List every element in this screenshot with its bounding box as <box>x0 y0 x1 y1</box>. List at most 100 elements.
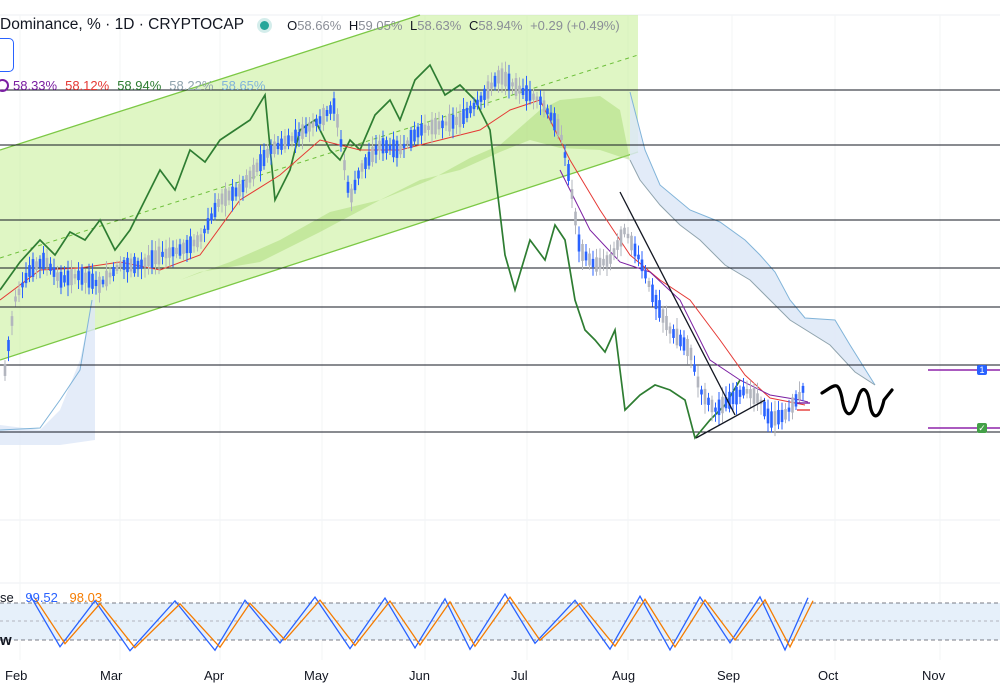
candle <box>220 193 224 205</box>
candle <box>297 131 301 137</box>
candle <box>577 234 581 252</box>
candle <box>532 93 535 100</box>
candle <box>630 235 633 251</box>
candle <box>490 82 493 89</box>
candle <box>171 247 175 257</box>
candle <box>192 239 196 247</box>
candle <box>175 247 178 254</box>
candle <box>598 257 602 269</box>
candle <box>77 270 80 281</box>
tenkan-line <box>0 99 806 406</box>
candle <box>679 334 682 347</box>
alert-tag-1[interactable]: 1 <box>977 365 987 375</box>
candle <box>304 125 308 134</box>
candle <box>794 394 798 407</box>
candle <box>616 240 619 250</box>
candle <box>322 107 325 126</box>
candle <box>3 364 7 376</box>
candle <box>441 120 444 129</box>
candle <box>661 309 665 323</box>
candle <box>378 140 381 151</box>
candle <box>434 117 437 135</box>
open-value: 58.66% <box>297 17 342 33</box>
candle <box>556 118 560 136</box>
ichimoku-settings-icon[interactable] <box>0 79 9 92</box>
candle <box>206 218 210 230</box>
candle <box>756 393 759 404</box>
candle <box>273 141 276 155</box>
x-label-feb: Feb <box>5 668 28 683</box>
candle <box>315 118 318 127</box>
candle <box>353 179 357 191</box>
candle <box>654 294 658 310</box>
candle <box>189 236 192 254</box>
wedge-lower-line <box>695 399 766 439</box>
candle <box>423 124 427 133</box>
x-label-may: May <box>304 668 329 683</box>
candle <box>133 256 136 274</box>
candle <box>287 135 290 147</box>
chart-header: Dominance, % · 1D · CRYPTOCAP O58.66% H5… <box>0 13 624 37</box>
candle <box>115 265 119 271</box>
candle <box>346 181 350 193</box>
candle <box>444 121 448 126</box>
candle <box>234 187 238 197</box>
x-label-oct: Oct <box>818 668 839 683</box>
candle <box>84 272 87 283</box>
x-label-aug: Aug <box>612 668 636 683</box>
candle <box>574 211 577 226</box>
ichimoku-legend[interactable]: 58.33% 58.12% 58.94% 58.22% 58.65% <box>0 78 273 93</box>
candle <box>780 409 784 423</box>
candle <box>357 170 360 179</box>
candle <box>469 105 472 114</box>
candle <box>528 89 532 101</box>
candle <box>231 186 234 201</box>
candle <box>143 257 147 268</box>
candle <box>784 409 787 420</box>
candle <box>570 189 574 199</box>
candle <box>413 129 416 142</box>
stoch-w-label: w <box>0 632 12 649</box>
candle <box>371 146 374 162</box>
candle <box>259 154 262 172</box>
candle <box>38 258 42 268</box>
alert-tag-check[interactable]: ✓ <box>977 423 987 433</box>
candle <box>619 229 623 247</box>
candle <box>252 164 255 180</box>
collapse-toggle-button[interactable] <box>0 38 14 72</box>
candle <box>416 126 420 138</box>
candle <box>717 399 721 416</box>
candle <box>101 279 105 285</box>
candle <box>266 148 269 158</box>
candle <box>693 364 696 372</box>
channel-lower-line <box>0 151 639 361</box>
candle <box>385 140 388 154</box>
candle <box>549 112 553 121</box>
candle <box>140 259 143 269</box>
candle <box>710 399 714 413</box>
candle <box>504 71 507 87</box>
ichimoku-cloud <box>630 92 875 385</box>
candle <box>80 267 84 285</box>
candle <box>612 248 616 256</box>
candle <box>651 284 654 303</box>
candle <box>332 98 336 114</box>
candle <box>584 251 588 261</box>
stochastic-legend[interactable]: se 99.52 98.03 <box>0 590 110 605</box>
candle <box>668 326 672 334</box>
candle <box>675 328 679 346</box>
candle <box>437 121 441 130</box>
candle <box>213 202 217 218</box>
candle <box>542 100 546 112</box>
symbol-title[interactable]: Dominance, % · 1D · CRYPTOCAP <box>0 16 245 33</box>
candle <box>392 139 395 158</box>
candle <box>294 129 297 144</box>
candle <box>24 272 28 284</box>
candle <box>773 411 777 426</box>
candle <box>318 116 322 124</box>
candle <box>640 259 644 272</box>
candle <box>238 183 241 197</box>
candle <box>70 269 73 286</box>
candle <box>21 282 24 288</box>
